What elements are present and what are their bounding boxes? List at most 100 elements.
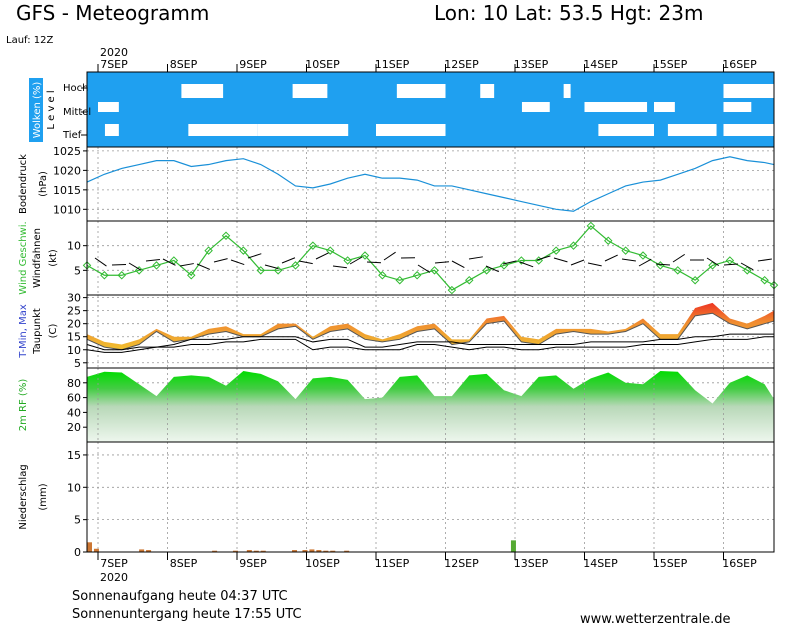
precip-axis-label: Niederschlag [18,464,29,529]
date-tick-bottom: 9SEP [239,557,267,570]
cloud-cell [480,84,494,98]
cloud-cell [397,84,446,98]
panel-frame [87,295,774,368]
wind-barb [758,259,772,261]
sunset-text: Sonnenuntergang heute 17:55 UTC [72,607,302,622]
y-tick-label: 0 [74,546,81,559]
temp-range-area [87,303,774,350]
precip-unit-label: (mm) [38,483,49,510]
wind-barb [452,261,464,268]
date-tick-bottom: 11SEP [375,557,410,570]
cloud-cell [181,84,223,98]
pressure-unit-label: (hPa) [38,171,49,197]
windbarb-axis-label: Windfahnen [32,228,43,288]
date-tick-bottom: 12SEP [444,557,479,570]
cloud-axis-label: Wolken (%) [32,82,43,139]
cloud-cell [724,102,752,112]
date-tick-bottom: 8SEP [170,557,198,570]
y-tick-label: 5 [74,357,81,370]
date-tick-top: 14SEP [583,58,618,71]
wind-barb [333,266,347,268]
y-tick-label: 10 [67,240,81,253]
date-tick-top: 16SEP [722,58,757,71]
y-tick-label: 15 [67,449,81,462]
wind-barb [180,264,194,266]
pressure-line [87,157,774,212]
wind-barb [248,254,261,258]
cloud-cell [98,102,119,112]
cloud-cell [598,124,654,136]
chart-title: GFS - Meteogramm [16,1,209,25]
wind-barb [146,260,160,261]
wind-barb [299,261,313,264]
date-tick-top: 15SEP [653,58,688,71]
panel-frame [87,442,774,552]
date-tick-bottom: 14SEP [583,557,618,570]
date-tick-top: 11SEP [375,58,410,71]
date-tick-top: 12SEP [444,58,479,71]
cloud-cell [654,102,675,112]
wind-barb [367,262,381,263]
wind-axis-label: Wind Geschwi. [18,221,29,294]
wind-barb [673,254,685,262]
wind-barb [554,258,567,262]
precip-bar [87,542,92,552]
wind-barb [231,260,244,265]
pressure-axis-label: Bodendruck [18,154,29,214]
cloud-cell [522,102,550,112]
temperature-axis-label: T-Min, Max [18,304,29,359]
y-tick-label: 30 [67,292,81,305]
cloud-cell [724,84,794,98]
precip-bar [511,540,516,552]
wind-unit-label: (kt) [48,249,59,267]
wind-barb [707,258,719,266]
y-tick-label: 5 [74,514,81,527]
wind-barb [724,264,738,265]
wind-barb [384,252,396,260]
wind-barb [282,258,295,263]
y-tick-label: 25 [67,305,81,318]
cloud-cell [105,124,119,136]
y-tick-label: 80 [67,377,81,390]
cloud-cell [668,124,717,136]
date-tick-top: 7SEP [100,58,128,71]
y-tick-label: 20 [67,318,81,331]
wind-barb [520,262,533,267]
wind-barb [469,257,483,259]
date-tick-top: 13SEP [514,58,549,71]
humidity-area [87,371,774,442]
wind-barb [265,265,279,269]
wind-barb [95,258,106,266]
date-tick-bottom: 10SEP [305,557,340,570]
wind-barb [316,253,329,259]
year-bottom: 2020 [100,571,128,584]
cloud-cell [258,124,348,136]
date-tick-top: 8SEP [170,58,198,71]
y-tick-label: 1020 [53,164,81,177]
date-tick-bottom: 13SEP [514,557,549,570]
location-label: Lon: 10 Lat: 53.5 Hgt: 23m [434,1,703,25]
y-tick-label: 60 [67,392,81,405]
y-tick-label: 40 [67,406,81,419]
date-tick-bottom: 7SEP [100,557,128,570]
y-tick-label: 15 [67,331,81,344]
wind-barb [418,265,430,272]
date-tick-top: 9SEP [239,58,267,71]
wind-barb [622,259,636,261]
cloud-cell [585,102,648,112]
wind-barb [605,255,618,261]
cloud-cell [724,124,794,136]
cloud-cell [376,124,446,136]
cloud-cell [188,124,258,136]
y-tick-label: 10 [67,344,81,357]
run-label: Lauf: 12Z [6,35,53,46]
y-tick-label: 5 [74,264,81,277]
date-tick-bottom: 16SEP [722,557,757,570]
wind-barb [571,260,584,265]
wind-barb [639,259,651,266]
